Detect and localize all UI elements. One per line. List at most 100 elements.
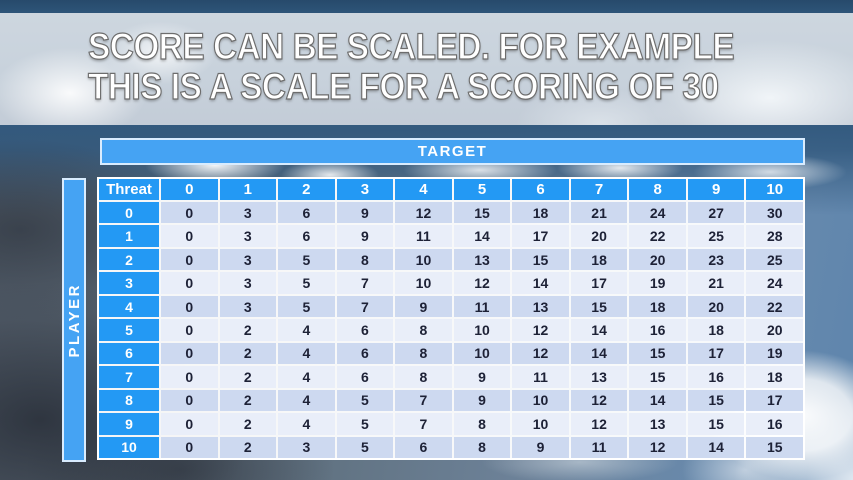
score-cell-r5-c9: 18 — [687, 319, 745, 341]
score-cell-r5-c2: 4 — [278, 319, 335, 341]
title-band — [0, 13, 853, 125]
score-cell-r10-c10: 15 — [746, 436, 803, 458]
score-grid: Threat 0 1 2 3 4 5 6 7 8 9 10 0 0 3 6 9 12 15 18 21 24 27 30 1 0 3… — [97, 177, 805, 460]
score-cell-r1-c6: 17 — [512, 225, 569, 247]
score-cell-r3-c1: 3 — [219, 272, 277, 294]
score-cell-r10-c2: 3 — [278, 436, 335, 458]
col-header-7: 7 — [570, 179, 628, 200]
score-cell-r1-c4: 11 — [395, 225, 452, 247]
row-label-0: 0 — [99, 202, 159, 224]
score-cell-r8-c4: 7 — [395, 389, 452, 412]
slide-title: SCORE CAN BE SCALED. FOR EXAMPLE THIS IS… — [87, 26, 735, 107]
score-cell-r2-c7: 18 — [570, 248, 628, 271]
score-cell-r9-c5: 8 — [453, 413, 511, 435]
score-cell-r3-c8: 19 — [629, 272, 686, 294]
target-label: TARGET — [417, 143, 488, 160]
score-cell-r2-c1: 3 — [219, 248, 277, 271]
score-cell-r1-c5: 14 — [453, 225, 511, 247]
row-label-10: 10 — [99, 436, 159, 458]
score-cell-r8-c10: 17 — [746, 389, 803, 412]
col-header-0: 0 — [161, 179, 218, 200]
score-cell-r7-c3: 6 — [336, 366, 394, 388]
score-cell-r4-c5: 11 — [453, 295, 511, 318]
score-cell-r9-c7: 12 — [570, 413, 628, 435]
score-cell-r3-c5: 12 — [453, 272, 511, 294]
score-cell-r4-c1: 3 — [219, 295, 277, 318]
score-cell-r0-c8: 24 — [629, 202, 686, 224]
score-cell-r8-c3: 5 — [336, 389, 394, 412]
score-cell-r5-c1: 2 — [219, 319, 277, 341]
score-cell-r10-c0: 0 — [161, 436, 218, 458]
col-header-5: 5 — [453, 179, 511, 200]
score-cell-r6-c7: 14 — [570, 342, 628, 365]
score-cell-r4-c2: 5 — [278, 295, 335, 318]
score-cell-r5-c8: 16 — [629, 319, 686, 341]
row-label-7: 7 — [99, 366, 159, 388]
score-cell-r0-c6: 18 — [512, 202, 569, 224]
score-cell-r2-c3: 8 — [336, 248, 394, 271]
score-cell-r3-c6: 14 — [512, 272, 569, 294]
score-cell-r5-c0: 0 — [161, 319, 218, 341]
score-cell-r5-c4: 8 — [395, 319, 452, 341]
score-cell-r5-c3: 6 — [336, 319, 394, 341]
score-cell-r4-c0: 0 — [161, 295, 218, 318]
col-header-1: 1 — [219, 179, 277, 200]
score-cell-r0-c2: 6 — [278, 202, 335, 224]
score-cell-r3-c9: 21 — [687, 272, 745, 294]
score-cell-r6-c3: 6 — [336, 342, 394, 365]
col-header-4: 4 — [395, 179, 452, 200]
score-cell-r6-c1: 2 — [219, 342, 277, 365]
col-header-10: 10 — [746, 179, 803, 200]
score-cell-r2-c8: 20 — [629, 248, 686, 271]
score-cell-r0-c4: 12 — [395, 202, 452, 224]
score-cell-r7-c0: 0 — [161, 366, 218, 388]
score-cell-r5-c5: 10 — [453, 319, 511, 341]
col-header-6: 6 — [512, 179, 569, 200]
score-cell-r0-c0: 0 — [161, 202, 218, 224]
score-cell-r5-c6: 12 — [512, 319, 569, 341]
score-cell-r9-c4: 7 — [395, 413, 452, 435]
col-header-2: 2 — [278, 179, 335, 200]
score-cell-r8-c2: 4 — [278, 389, 335, 412]
score-cell-r1-c8: 22 — [629, 225, 686, 247]
score-cell-r2-c4: 10 — [395, 248, 452, 271]
score-cell-r10-c5: 8 — [453, 436, 511, 458]
score-cell-r1-c2: 6 — [278, 225, 335, 247]
score-cell-r7-c2: 4 — [278, 366, 335, 388]
row-label-4: 4 — [99, 295, 159, 318]
score-cell-r9-c0: 0 — [161, 413, 218, 435]
score-cell-r7-c6: 11 — [512, 366, 569, 388]
col-header-9: 9 — [687, 179, 745, 200]
score-cell-r10-c4: 6 — [395, 436, 452, 458]
score-cell-r7-c7: 13 — [570, 366, 628, 388]
score-cell-r10-c9: 14 — [687, 436, 745, 458]
score-cell-r4-c6: 13 — [512, 295, 569, 318]
score-cell-r5-c10: 20 — [746, 319, 803, 341]
score-cell-r7-c1: 2 — [219, 366, 277, 388]
score-cell-r7-c4: 8 — [395, 366, 452, 388]
score-cell-r3-c7: 17 — [570, 272, 628, 294]
score-cell-r4-c10: 22 — [746, 295, 803, 318]
slide-title-line-2: THIS IS A SCALE FOR A SCORING OF 30 — [87, 66, 719, 107]
score-cell-r2-c5: 13 — [453, 248, 511, 271]
score-cell-r3-c10: 24 — [746, 272, 803, 294]
score-cell-r8-c0: 0 — [161, 389, 218, 412]
score-cell-r6-c9: 17 — [687, 342, 745, 365]
row-label-5: 5 — [99, 319, 159, 341]
score-cell-r4-c3: 7 — [336, 295, 394, 318]
score-cell-r9-c10: 16 — [746, 413, 803, 435]
score-cell-r3-c4: 10 — [395, 272, 452, 294]
score-cell-r9-c6: 10 — [512, 413, 569, 435]
score-cell-r0-c3: 9 — [336, 202, 394, 224]
score-cell-r0-c1: 3 — [219, 202, 277, 224]
player-side-bar: PLAYER — [62, 178, 86, 462]
score-cell-r7-c8: 15 — [629, 366, 686, 388]
target-header-bar: TARGET — [100, 138, 805, 165]
score-cell-r6-c2: 4 — [278, 342, 335, 365]
score-cell-r6-c5: 10 — [453, 342, 511, 365]
row-label-2: 2 — [99, 248, 159, 271]
player-label: PLAYER — [65, 282, 83, 358]
score-cell-r1-c9: 25 — [687, 225, 745, 247]
col-header-3: 3 — [336, 179, 394, 200]
